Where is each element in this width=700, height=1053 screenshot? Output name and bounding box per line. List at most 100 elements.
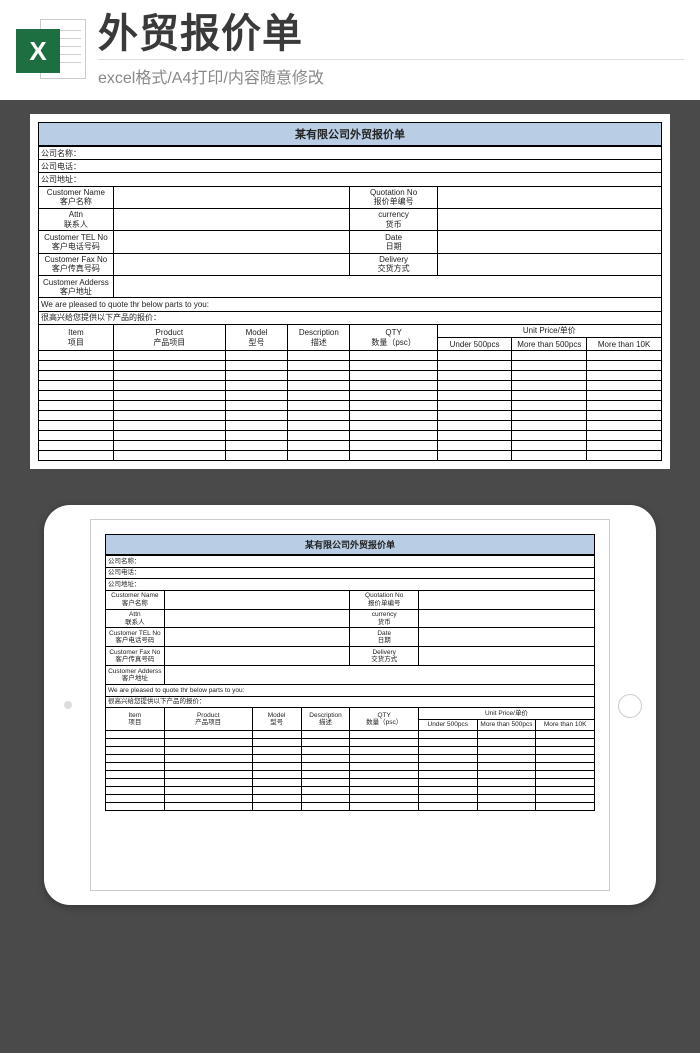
- note-cn: 很高兴给您提供以下产品的报价：: [106, 696, 595, 707]
- table-row[interactable]: [106, 763, 595, 771]
- col-model: Model型号: [252, 708, 301, 731]
- note-en: We are pleased to quote thr below parts …: [106, 685, 595, 696]
- info-right-label: Delivery交货方式: [350, 647, 418, 666]
- info-right-value[interactable]: [437, 186, 661, 208]
- info-left-label: Attn联系人: [39, 208, 114, 230]
- table-row[interactable]: [106, 803, 595, 811]
- table-row[interactable]: [39, 371, 662, 381]
- info-left-value[interactable]: [113, 276, 661, 298]
- company-tel-label: 公司电话：: [39, 160, 662, 173]
- info-left-label: Attn联系人: [106, 609, 165, 628]
- quotation-sheet-large: 某有限公司外贸报价单公司名称：公司电话：公司地址：Customer Name客户…: [30, 114, 670, 469]
- info-right-label: Quotation No报价单编号: [350, 186, 437, 208]
- col-price-head: Unit Price/单价: [437, 324, 661, 337]
- page-subtitle: excel格式/A4打印/内容随意修改: [98, 59, 684, 88]
- col-price-1: Under 500pcs: [418, 719, 477, 730]
- sheet-title: 某有限公司外贸报价单: [105, 534, 595, 555]
- table-row[interactable]: [39, 401, 662, 411]
- table-row[interactable]: [106, 755, 595, 763]
- info-right-label: Delivery交货方式: [350, 253, 437, 275]
- info-left-label: Customer TEL No客户电话号码: [39, 231, 114, 253]
- info-right-label: currency货币: [350, 609, 418, 628]
- col-desc: Description描述: [301, 708, 350, 731]
- table-row[interactable]: [39, 431, 662, 441]
- info-right-label: currency货币: [350, 208, 437, 230]
- info-left-value[interactable]: [164, 647, 350, 666]
- note-en: We are pleased to quote thr below parts …: [39, 298, 662, 311]
- info-left-label: Customer Name客户名称: [39, 186, 114, 208]
- info-right-label: Date日期: [350, 628, 418, 647]
- info-right-value[interactable]: [437, 253, 661, 275]
- info-right-label: Quotation No报价单编号: [350, 590, 418, 609]
- info-left-value[interactable]: [113, 253, 350, 275]
- info-right-value[interactable]: [418, 628, 594, 647]
- table-row[interactable]: [106, 739, 595, 747]
- header-text: 外贸报价单 excel格式/A4打印/内容随意修改: [98, 13, 684, 88]
- company-tel-label: 公司电话：: [106, 567, 595, 578]
- company-addr-label: 公司地址：: [39, 173, 662, 186]
- company-addr-label: 公司地址：: [106, 579, 595, 590]
- company-name-label: 公司名称：: [39, 147, 662, 160]
- col-desc: Description描述: [288, 324, 350, 350]
- info-right-value[interactable]: [437, 231, 661, 253]
- info-right-value[interactable]: [418, 590, 594, 609]
- note-cn: 很高兴给您提供以下产品的报价：: [39, 311, 662, 324]
- info-table: 公司名称：公司电话：公司地址：Customer Name客户名称 Quotatio…: [38, 146, 662, 461]
- page-title: 外贸报价单: [98, 13, 684, 55]
- info-left-label: Customer Fax No客户传真号码: [39, 253, 114, 275]
- info-table: 公司名称：公司电话：公司地址：Customer Name客户名称 Quotatio…: [105, 555, 595, 811]
- table-row[interactable]: [39, 441, 662, 451]
- col-price-3: More than 10K: [536, 719, 595, 730]
- company-name-label: 公司名称：: [106, 556, 595, 567]
- col-price-1: Under 500pcs: [437, 338, 512, 351]
- col-price-2: More than 500pcs: [512, 338, 587, 351]
- info-right-value[interactable]: [437, 208, 661, 230]
- table-row[interactable]: [39, 361, 662, 371]
- table-row[interactable]: [106, 795, 595, 803]
- table-row[interactable]: [106, 731, 595, 739]
- col-product: Product产品项目: [164, 708, 252, 731]
- quotation-sheet-small: 某有限公司外贸报价单公司名称：公司电话：公司地址：Customer Name客户…: [97, 526, 603, 819]
- col-model: Model型号: [225, 324, 287, 350]
- table-row[interactable]: [106, 787, 595, 795]
- table-row[interactable]: [39, 451, 662, 461]
- col-qty: QTY数量（psc）: [350, 708, 418, 731]
- excel-icon-letter: X: [16, 29, 60, 73]
- info-left-value[interactable]: [164, 609, 350, 628]
- sheet-title: 某有限公司外贸报价单: [38, 122, 662, 146]
- info-left-value[interactable]: [164, 628, 350, 647]
- info-left-label: Customer Adderss客户地址: [39, 276, 114, 298]
- col-price-3: More than 10K: [587, 338, 662, 351]
- col-price-head: Unit Price/单价: [418, 708, 594, 719]
- table-row[interactable]: [39, 411, 662, 421]
- table-row[interactable]: [106, 747, 595, 755]
- col-item: Item项目: [106, 708, 165, 731]
- info-left-label: Customer Adderss客户地址: [106, 666, 165, 685]
- preview-area: 某有限公司外贸报价单公司名称：公司电话：公司地址：Customer Name客户…: [0, 100, 700, 479]
- col-qty: QTY数量（psc）: [350, 324, 437, 350]
- table-row[interactable]: [39, 351, 662, 361]
- info-left-value[interactable]: [113, 208, 350, 230]
- table-row[interactable]: [39, 381, 662, 391]
- header-bar: X 外贸报价单 excel格式/A4打印/内容随意修改: [0, 0, 700, 100]
- info-left-value[interactable]: [164, 666, 594, 685]
- excel-icon: X: [16, 15, 86, 85]
- tablet-frame: 某有限公司外贸报价单公司名称：公司电话：公司地址：Customer Name客户…: [44, 505, 656, 905]
- info-left-label: Customer TEL No客户电话号码: [106, 628, 165, 647]
- col-item: Item项目: [39, 324, 114, 350]
- col-price-2: More than 500pcs: [477, 719, 536, 730]
- info-right-value[interactable]: [418, 647, 594, 666]
- tablet-screen: 某有限公司外贸报价单公司名称：公司电话：公司地址：Customer Name客户…: [90, 519, 610, 891]
- table-row[interactable]: [106, 779, 595, 787]
- col-product: Product产品项目: [113, 324, 225, 350]
- info-left-value[interactable]: [113, 186, 350, 208]
- info-left-label: Customer Fax No客户传真号码: [106, 647, 165, 666]
- info-right-value[interactable]: [418, 609, 594, 628]
- table-row[interactable]: [106, 771, 595, 779]
- table-row[interactable]: [39, 421, 662, 431]
- table-row[interactable]: [39, 391, 662, 401]
- info-right-label: Date日期: [350, 231, 437, 253]
- info-left-value[interactable]: [164, 590, 350, 609]
- info-left-label: Customer Name客户名称: [106, 590, 165, 609]
- info-left-value[interactable]: [113, 231, 350, 253]
